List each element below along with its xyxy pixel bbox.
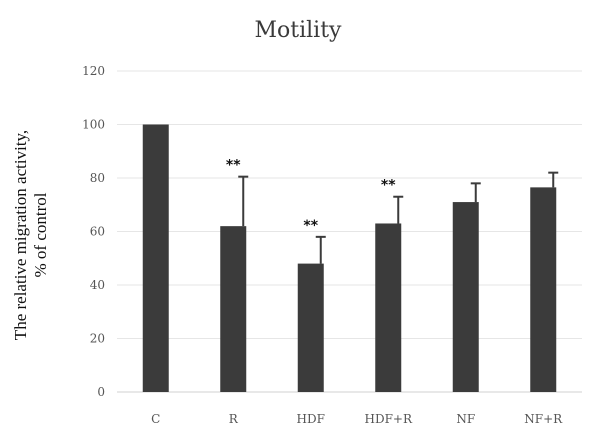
x-tick-label-C: C	[151, 412, 160, 426]
significance-mark-HDF: **	[303, 218, 318, 234]
y-tick-label-120: 120	[82, 64, 105, 78]
x-tick-label-HDF: HDF	[297, 412, 325, 426]
y-tick-label-20: 20	[90, 332, 105, 346]
bar-NF+R	[530, 187, 557, 392]
bar-R	[220, 226, 247, 392]
bars: ** ** **	[142, 124, 559, 392]
x-tick-label-NF: NF	[456, 412, 475, 426]
bar-HDF+R	[375, 223, 402, 392]
gridlines	[117, 70, 582, 393]
y-axis-label-line-2: % of control	[31, 192, 50, 277]
bar-C	[142, 124, 169, 392]
bar-NF	[452, 202, 479, 392]
tick-labels: 0 20 40 60 80 100 120 C R HDF HDF+R NF NF+R	[82, 64, 563, 426]
y-tick-label-0: 0	[97, 385, 105, 399]
y-axis-label-line-1: The relative migration activity,	[11, 130, 30, 340]
y-tick-label-100: 100	[82, 118, 105, 132]
y-tick-label-40: 40	[90, 278, 105, 292]
x-tick-label-R: R	[229, 412, 239, 426]
y-tick-label-60: 60	[90, 225, 105, 239]
x-tick-label-HDF+R: HDF+R	[364, 412, 412, 426]
x-tick-label-NF+R: NF+R	[524, 412, 563, 426]
significance-mark-HDF+R: **	[381, 178, 396, 194]
bar-HDF	[297, 263, 324, 392]
chart-title: Motility	[255, 18, 343, 43]
significance-mark-R: **	[226, 158, 241, 174]
y-tick-label-80: 80	[90, 171, 105, 185]
